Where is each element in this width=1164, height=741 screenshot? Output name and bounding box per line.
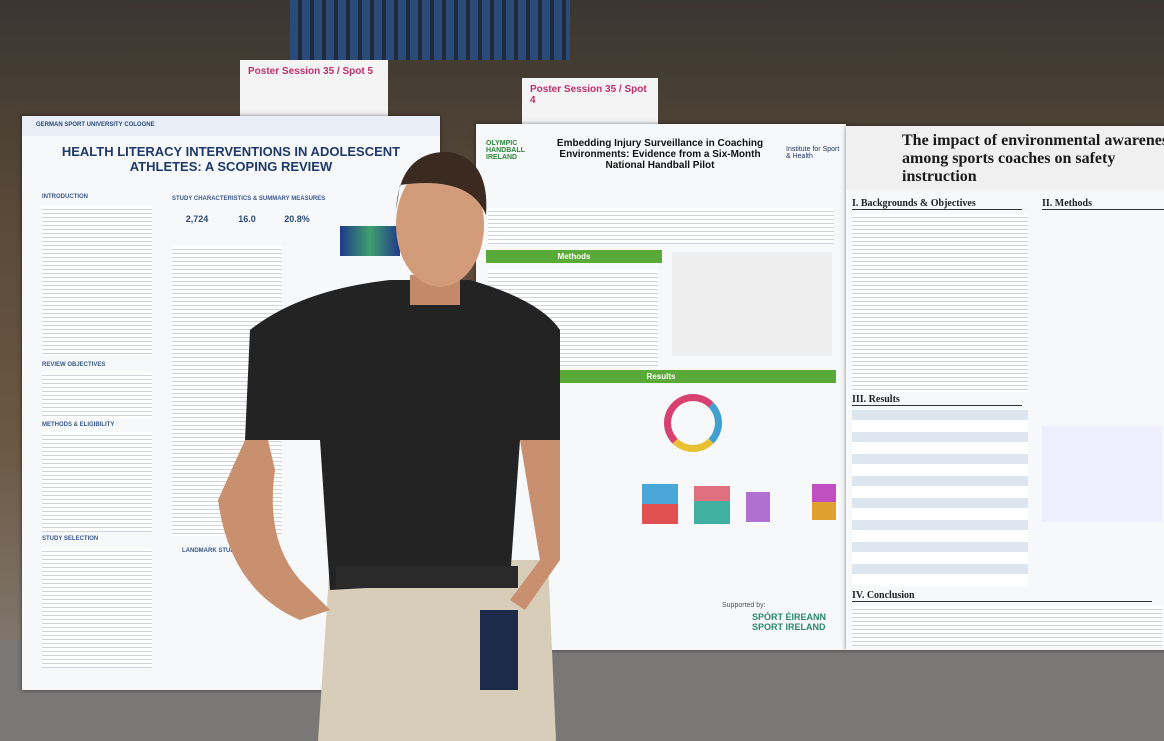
section-heading: INTRODUCTION — [42, 194, 88, 200]
session-sign: Poster Session 35 / Spot 5 — [240, 60, 388, 122]
stat-value: 2,724 — [185, 214, 209, 224]
hair — [396, 151, 487, 215]
section-heading: IV. Conclusion — [852, 590, 1152, 602]
section-heading: METHODS & ELIGIBILITY — [42, 422, 115, 428]
path-diagram — [1042, 426, 1162, 522]
sign-text: Poster Session 35 / Spot 4 — [530, 84, 647, 106]
section-heading: STUDY CHARACTERISTICS & SUMMARY MEASURES — [172, 196, 326, 202]
section-heading: REVIEW OBJECTIVES — [42, 362, 106, 368]
supporter-label: Supported by: — [722, 602, 766, 609]
section-heading: Results — [486, 370, 836, 383]
section-heading: LANDMARK STUDIES — [182, 548, 245, 554]
lanyard-badge — [480, 610, 518, 690]
funder-logo-text: SPÓRT ÉIREANN SPORT IRELAND — [752, 612, 827, 632]
section-heading: II. Methods — [1042, 198, 1164, 210]
arm — [218, 440, 330, 620]
bar-figure — [812, 484, 836, 520]
sign-text: Poster Session 35 / Spot 5 — [248, 66, 374, 77]
text-block — [42, 372, 152, 418]
logo-text: Institute for Sport & Health — [786, 146, 840, 160]
text-block — [852, 606, 1162, 646]
text-block — [42, 548, 152, 668]
logo-text: OLYMPIC HANDBALL IRELAND — [486, 140, 525, 161]
text-block — [42, 432, 152, 532]
bar-figure — [642, 484, 678, 524]
arm — [510, 440, 560, 610]
poster-title: Embedding Injury Surveillance in Coachin… — [556, 138, 764, 171]
head — [396, 163, 484, 287]
stat-value: 16.0 — [238, 214, 256, 224]
text-block — [488, 208, 834, 244]
poster-title: HEALTH LITERACY INTERVENTIONS IN ADOLESC… — [61, 144, 401, 174]
section-heading: I. Backgrounds & Objectives — [852, 198, 1022, 210]
heatmap — [340, 226, 400, 256]
t-shirt — [245, 280, 560, 590]
stat-value: 20.8% — [284, 214, 310, 224]
donut-chart — [664, 394, 722, 452]
section-heading: STUDY SELECTION — [42, 536, 99, 542]
poster-title: The impact of environmental awareness am… — [846, 126, 1164, 190]
results-table — [852, 410, 1028, 586]
session-sign: Poster Session 35 / Spot 4 — [522, 78, 658, 128]
section-heading: Methods — [486, 250, 662, 263]
text-block — [42, 206, 152, 356]
belt — [336, 566, 518, 588]
trousers — [318, 560, 556, 741]
poster-institution: GERMAN SPORT UNIVERSITY COLOGNE — [22, 116, 440, 136]
poster: GERMAN SPORT UNIVERSITY COLOGNE HEALTH L… — [22, 116, 440, 690]
figure — [672, 252, 832, 356]
bar-figure — [694, 486, 730, 524]
bar-figure — [746, 492, 770, 522]
section-heading: III. Results — [852, 394, 1022, 406]
poster: The impact of environmental awareness am… — [846, 126, 1164, 650]
stadium-seats — [290, 0, 570, 60]
text-block — [852, 214, 1028, 392]
